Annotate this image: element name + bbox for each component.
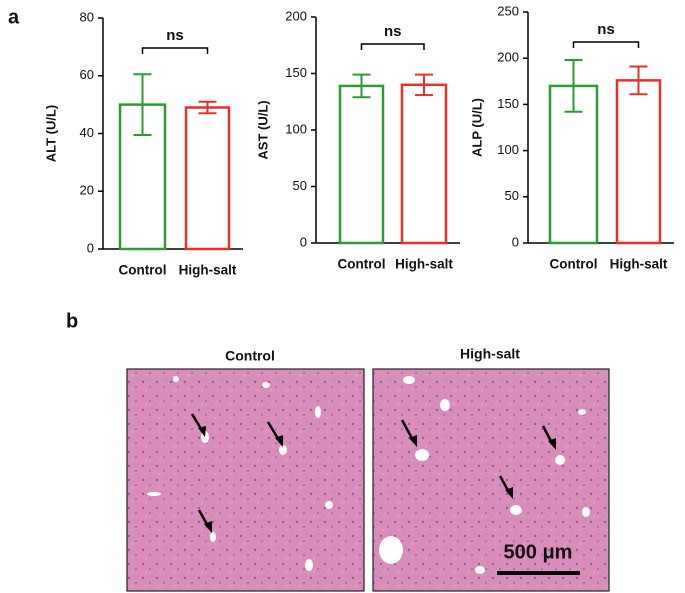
significance-bracket (141, 47, 209, 54)
bar (184, 106, 231, 251)
y-tick-label: 200 (497, 50, 519, 65)
significance-label: ns (384, 23, 402, 40)
y-tick-label: 150 (285, 65, 307, 80)
y-tick-label: 0 (87, 240, 94, 255)
bar (338, 84, 385, 245)
y-tick-label: 50 (505, 188, 519, 203)
y-tick-label: 60 (80, 67, 94, 82)
y-tick-label: 100 (497, 142, 519, 157)
y-tick-label: 200 (285, 8, 307, 23)
histology-left (126, 368, 365, 592)
error-bar (415, 73, 433, 96)
y-tick-label: 250 (497, 3, 519, 18)
panel-label: b (66, 310, 78, 332)
y-tick-label: 150 (497, 96, 519, 111)
panel-label: a (8, 6, 20, 28)
y-tick-label: 100 (285, 121, 307, 136)
y-tick-label: 0 (300, 234, 307, 249)
significance-label: ns (597, 21, 615, 38)
x-tick-label: High-salt (395, 257, 453, 272)
error-bar (564, 59, 583, 113)
image-label: Control (225, 348, 275, 364)
y-tick-label: 50 (293, 178, 307, 193)
scale-bar-label: 500 μm (504, 541, 573, 563)
image-label: High-salt (460, 346, 520, 362)
x-tick-label: High-salt (179, 263, 237, 278)
y-axis-label: ALP (U/L) (469, 98, 484, 157)
x-tick-label: Control (550, 257, 598, 272)
bar (400, 83, 448, 245)
y-tick-label: 40 (80, 125, 94, 140)
significance-bracket (572, 41, 640, 48)
y-axis-label: AST (U/L) (255, 100, 270, 159)
y-tick-label: 0 (512, 234, 519, 249)
significance-bracket (360, 43, 425, 50)
y-tick-label: 20 (80, 183, 94, 198)
y-axis-label: ALT (U/L) (43, 105, 58, 163)
significance-label: ns (166, 27, 184, 44)
x-tick-label: High-salt (610, 257, 668, 272)
error-bar (198, 100, 217, 115)
error-bar (629, 65, 648, 96)
y-tick-label: 80 (80, 9, 94, 24)
bar (615, 79, 662, 245)
error-bar (133, 73, 152, 136)
histology-right (372, 368, 610, 592)
error-bar (352, 73, 371, 99)
x-tick-label: Control (119, 263, 167, 278)
x-tick-label: Control (338, 257, 386, 272)
